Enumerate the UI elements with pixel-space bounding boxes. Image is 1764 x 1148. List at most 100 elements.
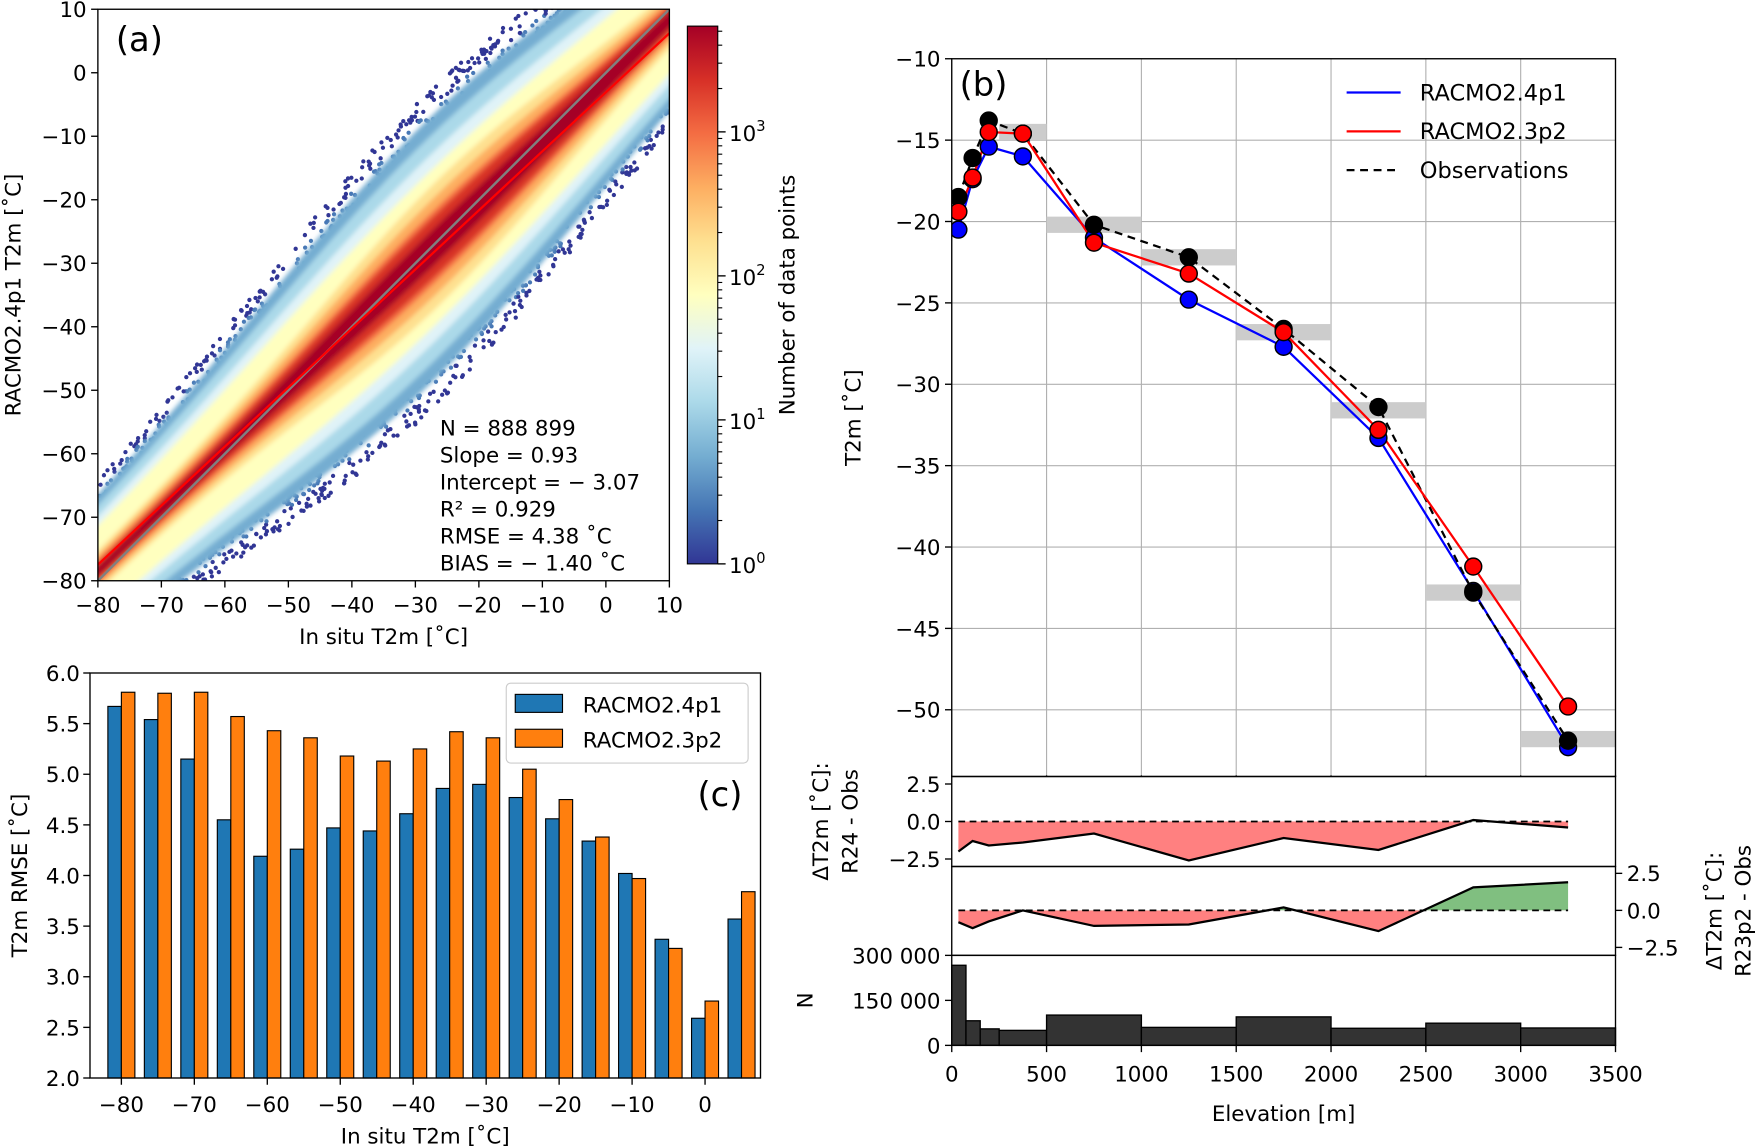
scatter-point (211, 343, 216, 349)
scatter-point (84, 491, 88, 495)
plot-area-b (951, 111, 1616, 757)
scatter-point (644, 151, 649, 156)
scatter-point (669, 113, 673, 117)
colorbar-tick-exponent: 3 (756, 118, 765, 135)
scatter-point (90, 485, 94, 489)
y-tick-label: 2.5 (1627, 862, 1661, 887)
bar-racmo24p1 (618, 872, 633, 1079)
scatter-point (523, 30, 528, 35)
scatter-point (127, 614, 131, 618)
scatter-point (133, 619, 137, 623)
scatter-point (187, 371, 193, 376)
scatter-point (671, 109, 675, 113)
scatter-point (453, 363, 458, 368)
count-histogram-bar (1045, 1014, 1143, 1047)
y-tick-label: −70 (42, 506, 87, 531)
scatter-point (175, 386, 180, 391)
bar-racmo23p2 (339, 755, 355, 1079)
scatter-point (409, 114, 414, 120)
y-tick-label: −50 (42, 379, 87, 404)
scatter-point (447, 71, 453, 76)
series-marker (951, 202, 968, 221)
bar-racmo24p1 (362, 830, 378, 1079)
scatter-point (566, 0, 570, 1)
scatter-point (556, 249, 561, 254)
scatter-point (320, 485, 326, 491)
scatter-point (366, 454, 371, 459)
scatter-point (487, 36, 493, 41)
legend-c: RACMO2.4p1 RACMO2.3p2 (505, 682, 749, 764)
scatter-point (142, 432, 147, 438)
scatter-point (331, 207, 336, 212)
scatter-point (118, 461, 123, 466)
scatter-point (84, 645, 88, 649)
scatter-point (412, 420, 418, 425)
scatter-point (433, 84, 439, 89)
scatter-point (124, 619, 128, 623)
scatter-point (164, 587, 168, 591)
scatter-point (141, 621, 145, 625)
scatter-point (90, 635, 94, 639)
panel-label-b: (b) (960, 65, 1008, 104)
x-tick-label: −30 (393, 593, 438, 618)
y-axis-label: RACMO2.4p1 T2m [˚C] (1, 174, 26, 417)
count-histogram-bar (998, 1029, 1048, 1047)
difference-line (957, 818, 1569, 862)
scatter-point (262, 525, 267, 531)
y-tick-label: 5.0 (46, 763, 80, 788)
series-marker (1274, 323, 1293, 342)
bar-racmo23p2 (704, 1000, 720, 1079)
y-tick-label: 300 000 (852, 944, 940, 969)
scatter-point (293, 246, 298, 251)
y-tick-label: −15 (895, 129, 940, 154)
legend-label: RACMO2.4p1 (1420, 80, 1567, 106)
scatter-point (217, 552, 222, 557)
y-tick-label: −40 (895, 536, 940, 561)
scatter-point (98, 641, 102, 645)
bar-racmo24p1 (143, 719, 159, 1079)
scatter-point (304, 504, 310, 509)
scatter-point (263, 532, 269, 537)
scatter-point (328, 490, 333, 495)
scatter-point (312, 215, 318, 220)
scatter-point (122, 628, 126, 632)
density-bands (97, 9, 670, 581)
bar-racmo23p2 (449, 731, 464, 1079)
scatter-point (516, 13, 521, 19)
scatter-point (257, 295, 262, 300)
scatter-point (231, 325, 236, 331)
scatter-point (308, 503, 313, 508)
scatter-point (311, 220, 316, 225)
scatter-point (473, 337, 479, 342)
scatter-point (412, 114, 418, 119)
scatter-point (552, 249, 557, 254)
legend-label: RACMO2.3p2 (1420, 119, 1567, 145)
x-axis-label: In situ T2m [˚C] (341, 1124, 510, 1148)
scatter-point (343, 191, 349, 197)
scatter-point (114, 623, 118, 627)
scatter-point (524, 293, 529, 298)
scatter-point (313, 491, 318, 496)
scatter-point (216, 569, 221, 575)
scatter-point (445, 91, 450, 96)
scatter-point (592, 0, 596, 1)
scatter-point (204, 358, 209, 363)
scatter-point (518, 298, 523, 303)
scatter-point (230, 554, 236, 559)
scatter-point (127, 606, 131, 610)
legend-label: Observations (1420, 158, 1569, 184)
y-tick-label: −30 (895, 373, 940, 398)
scatter-point (468, 358, 473, 363)
panel-label-a: (a) (116, 20, 163, 59)
scatter-point (558, 0, 562, 4)
series-line-racmo24p1 (957, 145, 1570, 748)
scatter-point (165, 399, 170, 404)
scatter-point (132, 618, 136, 622)
count-histogram-bar (1140, 1026, 1237, 1047)
scatter-point (485, 329, 491, 334)
scatter-point (671, 116, 675, 120)
stat-line: R² = 0.929 (440, 498, 556, 523)
bar-racmo23p2 (157, 692, 172, 1079)
x-axis-label: Elevation [m] (1212, 1102, 1355, 1127)
scatter-point (582, 220, 587, 225)
